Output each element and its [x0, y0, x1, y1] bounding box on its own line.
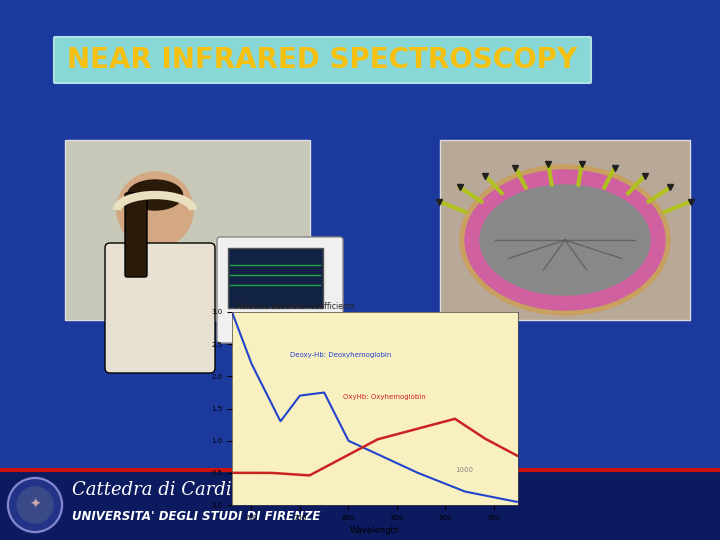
Text: Molecule absorotor coefficients: Molecule absorotor coefficients — [235, 302, 355, 311]
FancyBboxPatch shape — [217, 237, 343, 343]
Bar — [228, 248, 323, 308]
Text: ✦: ✦ — [30, 498, 41, 512]
Text: 1000: 1000 — [455, 467, 473, 472]
Circle shape — [7, 477, 63, 533]
Text: Cattedra di Cardiochirurgia: Cattedra di Cardiochirurgia — [72, 481, 327, 499]
Text: UNIVERSITA' DEGLI STUDI DI FIRENZE: UNIVERSITA' DEGLI STUDI DI FIRENZE — [72, 510, 320, 523]
Text: NEAR INFRARED SPECTROSCOPY: NEAR INFRARED SPECTROSCOPY — [67, 46, 577, 74]
FancyBboxPatch shape — [54, 37, 591, 83]
Bar — [440, 140, 690, 320]
FancyBboxPatch shape — [105, 243, 215, 373]
Bar — [250, 340, 310, 355]
Text: OxyHb: Oxyhemoglobin: OxyHb: Oxyhemoglobin — [343, 394, 426, 400]
Circle shape — [17, 487, 53, 523]
Text: NIRS: NIRS — [372, 332, 438, 356]
Ellipse shape — [127, 180, 182, 210]
Text: Deoxy-Hb: Deoxyhemoglobin: Deoxy-Hb: Deoxyhemoglobin — [290, 352, 392, 358]
Ellipse shape — [460, 165, 670, 315]
Circle shape — [117, 172, 193, 248]
X-axis label: Wavelength: Wavelength — [350, 526, 400, 535]
Bar — [0, 470, 720, 540]
Ellipse shape — [465, 170, 665, 310]
Ellipse shape — [480, 185, 650, 295]
Bar — [65, 140, 310, 320]
FancyBboxPatch shape — [125, 193, 147, 277]
